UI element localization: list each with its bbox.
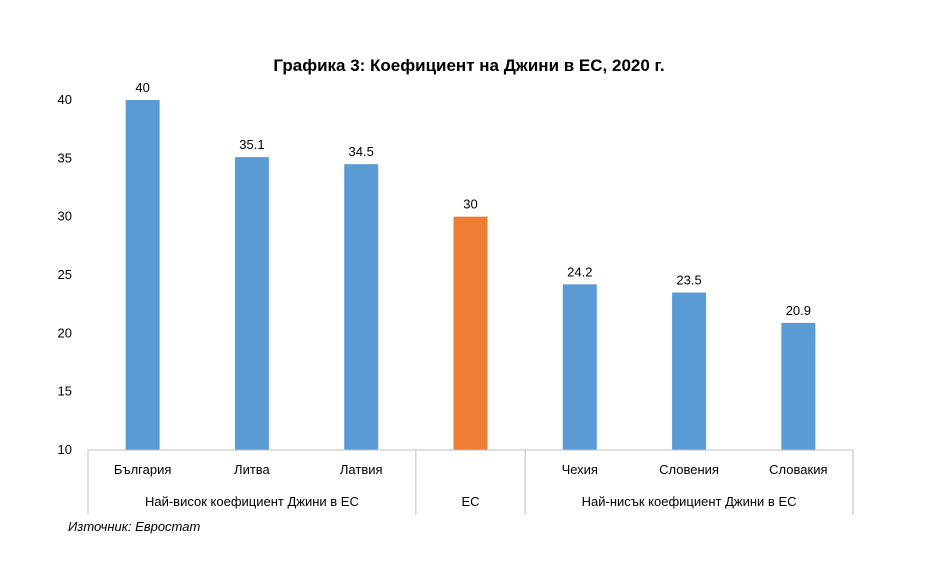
y-tick-label: 35 <box>58 150 72 165</box>
y-axis: 10 15 20 25 30 35 40 <box>58 92 72 457</box>
x-axis: България Литва Латвия Чехия Словения Словакия… <box>87 449 854 515</box>
y-tick-label: 40 <box>58 92 72 107</box>
data-labels: 40 35.1 34.5 30 24.2 23.5 20.9 <box>135 80 811 318</box>
bar <box>125 100 160 450</box>
source-note: Източник: Евростат <box>68 519 201 534</box>
bar <box>781 322 816 450</box>
y-tick-label: 10 <box>58 442 72 457</box>
y-tick-label: 15 <box>58 384 72 399</box>
group-label: ЕС <box>461 494 479 509</box>
bar <box>344 164 379 450</box>
y-tick-label: 30 <box>58 209 72 224</box>
data-label: 40 <box>135 80 149 95</box>
category-label: Словакия <box>769 462 827 477</box>
group-label: Най-нисък коефициент Джини в ЕС <box>582 494 797 509</box>
bar <box>562 284 597 450</box>
y-tick-label: 25 <box>58 267 72 282</box>
bar <box>234 157 269 450</box>
category-label: България <box>114 462 171 477</box>
category-label: Словения <box>659 462 719 477</box>
category-label: Литва <box>234 462 271 477</box>
data-label: 35.1 <box>239 137 264 152</box>
chart-title: Графика 3: Коефициент на Джини в ЕС, 202… <box>273 56 664 75</box>
bar <box>453 216 488 450</box>
y-tick-label: 20 <box>58 325 72 340</box>
data-label: 23.5 <box>676 273 701 288</box>
bar <box>672 292 707 450</box>
bars <box>125 100 816 450</box>
data-label: 24.2 <box>567 264 592 279</box>
category-label: Латвия <box>340 462 383 477</box>
group-label: Най-висок коефициент Джини в ЕС <box>145 494 359 509</box>
data-label: 30 <box>463 197 477 212</box>
data-label: 34.5 <box>349 144 374 159</box>
category-label: Чехия <box>562 462 598 477</box>
data-label: 20.9 <box>786 303 811 318</box>
